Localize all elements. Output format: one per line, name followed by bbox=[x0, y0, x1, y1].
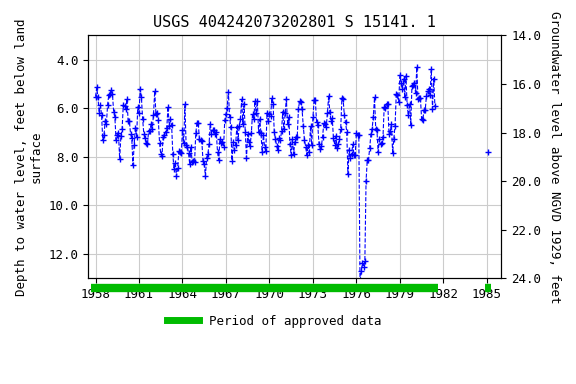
Y-axis label: Groundwater level above NGVD 1929, feet: Groundwater level above NGVD 1929, feet bbox=[548, 11, 561, 303]
Legend: Period of approved data: Period of approved data bbox=[162, 310, 386, 333]
Title: USGS 404242073202801 S 15141. 1: USGS 404242073202801 S 15141. 1 bbox=[153, 15, 436, 30]
Y-axis label: Depth to water level, feet below land
surface: Depth to water level, feet below land su… bbox=[15, 18, 43, 296]
